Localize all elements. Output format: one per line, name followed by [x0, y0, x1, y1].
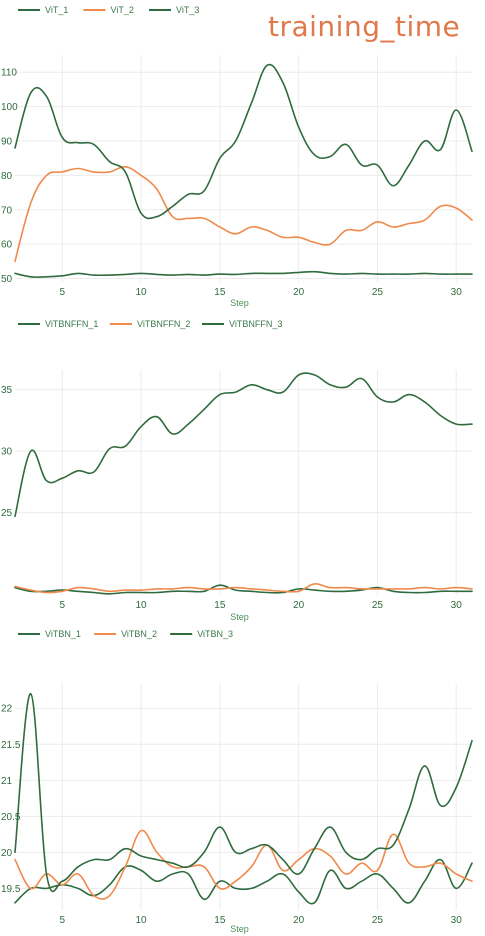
y-tick-label: 21: [1, 776, 13, 787]
series-line-ViTBN_2: [14, 829, 473, 900]
legend-label: ViT_3: [176, 5, 199, 15]
series-line-ViTBNFFN_3: [14, 372, 473, 518]
y-tick-label: 60: [1, 240, 13, 251]
legend-item[interactable]: ViTBN_3: [170, 629, 233, 639]
legend-item[interactable]: ViTBNFFN_3: [202, 319, 282, 329]
legend-label: ViT_1: [45, 5, 68, 15]
x-tick-label: 15: [214, 287, 226, 298]
series-line-ViTBN_1: [14, 858, 473, 905]
x-tick-label: 20: [293, 600, 305, 611]
x-tick-label: 20: [293, 287, 305, 298]
legend-label: ViTBNFFN_3: [229, 319, 282, 329]
y-tick-label: 19.5: [1, 884, 21, 895]
x-tick-label: 25: [372, 287, 384, 298]
legend-label: ViT_2: [111, 5, 134, 15]
x-tick-label: 10: [136, 915, 148, 926]
x-tick-label: 10: [136, 287, 148, 298]
chart-vitbn: 5 10 15 20 25 30 19.5 20 20.5 21 21.5 22 Step ViTBN_1…: [1, 629, 473, 934]
x-tick-label: 30: [451, 915, 463, 926]
y-tick-label: 50: [1, 274, 13, 285]
x-tick-label: 5: [59, 915, 65, 926]
y-tick-label: 70: [1, 205, 13, 216]
legend-item[interactable]: ViTBN_2: [94, 629, 157, 639]
legend-item[interactable]: ViTBNFFN_1: [18, 319, 98, 329]
y-tick-label: 20: [1, 848, 13, 859]
y-tick-label: 35: [1, 385, 13, 396]
x-tick-label: 25: [372, 915, 384, 926]
x-tick-label: 15: [214, 915, 226, 926]
legend-label: ViTBN_1: [45, 629, 81, 639]
x-tick-label: 10: [136, 600, 148, 611]
y-tick-label: 80: [1, 171, 13, 182]
legend-item[interactable]: ViT_2: [83, 5, 134, 15]
y-tick-label: 25: [1, 508, 13, 519]
y-tick-label: 90: [1, 136, 13, 147]
series-line-ViTBNFFN_2: [14, 583, 473, 594]
x-tick-label: 30: [451, 287, 463, 298]
series-line-ViT_1: [14, 270, 473, 278]
series-line-ViT_3: [14, 63, 473, 220]
x-axis-title: Step: [230, 298, 249, 308]
legend-label: ViTBN_3: [197, 629, 233, 639]
y-tick-label: 20.5: [1, 812, 21, 823]
legend-item[interactable]: ViT_3: [149, 5, 199, 15]
y-tick-label: 22: [1, 704, 13, 715]
y-tick-label: 21.5: [1, 740, 21, 751]
x-tick-label: 30: [451, 600, 463, 611]
page-title: training_time: [268, 10, 461, 43]
x-tick-label: 5: [59, 600, 65, 611]
y-tick-label: 30: [1, 447, 13, 458]
series-line-ViTBNFFN_1: [14, 584, 473, 595]
series-line-ViT_2: [14, 165, 473, 263]
chart-vitbnffn: 5 10 15 20 25 30 25 30 35 Step ViTBNFFN_1 ViTBNFFN_…: [1, 319, 473, 622]
legend-label: ViTBNFFN_1: [45, 319, 98, 329]
x-tick-label: 20: [293, 915, 305, 926]
x-tick-label: 25: [372, 600, 384, 611]
legend-item[interactable]: ViTBN_1: [18, 629, 81, 639]
x-axis-title: Step: [230, 924, 249, 934]
legend-item[interactable]: ViTBNFFN_2: [110, 319, 190, 329]
legend-label: ViTBNFFN_2: [137, 319, 190, 329]
legend-label: ViTBN_2: [121, 629, 157, 639]
legend-item[interactable]: ViT_1: [18, 5, 68, 15]
series-line-ViTBN_3: [14, 692, 473, 893]
y-tick-label: 110: [1, 68, 17, 79]
chart-vit: 5 10 15 20 25 30 50 60 70 80 90 100 110 Step ViT_1 ViT_…: [1, 5, 473, 308]
x-tick-label: 15: [214, 600, 226, 611]
y-tick-label: 100: [1, 102, 18, 113]
x-tick-label: 5: [59, 287, 65, 298]
x-axis-title: Step: [230, 612, 249, 622]
